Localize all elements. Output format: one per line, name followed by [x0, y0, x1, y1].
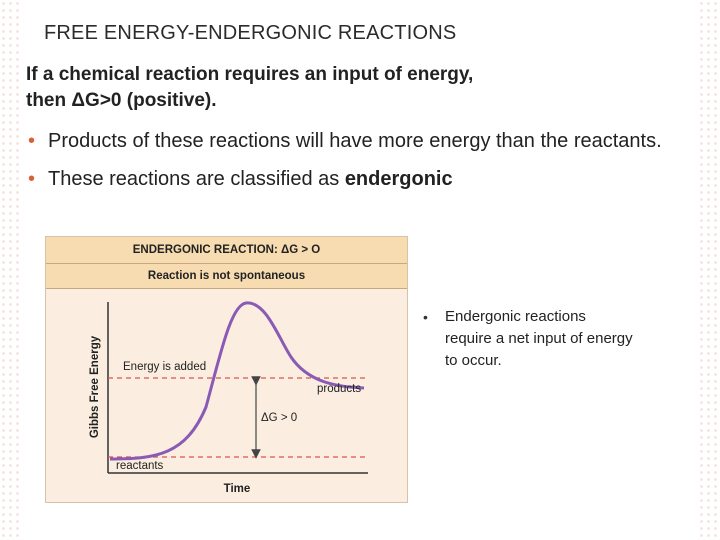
reactants-label: reactants [116, 460, 164, 472]
bullet-item: • These reactions are classified as ende… [26, 166, 666, 192]
intro-line-1: If a chemical reaction requires an input… [26, 64, 474, 85]
intro-line-2: then ΔG>0 (positive). [26, 90, 217, 111]
bullet-dot-icon: • [423, 309, 428, 325]
slide-title: FREE ENERGY-ENDERGONIC REACTIONS [44, 22, 457, 44]
energy-curve [109, 301, 365, 461]
endergonic-diagram: ENDERGONIC REACTION: ΔG > O Reaction is … [45, 236, 408, 503]
y-axis-label: Gibbs Free Energy [89, 335, 101, 438]
bullet-item: • Products of these reactions will have … [26, 128, 666, 154]
products-label: products [317, 383, 361, 395]
diagram-header: ENDERGONIC REACTION: ΔG > O [46, 237, 407, 264]
emphasis-word: endergonic [344, 168, 453, 190]
energy-diagram-svg: Gibbs Free Energy Time Energy is added p… [89, 301, 368, 495]
left-decorative-border [0, 0, 22, 540]
x-axis-label: Time [224, 483, 251, 495]
side-note-text: Endergonic reactions require a net input… [445, 308, 633, 369]
bullet-text: Products of these reactions will have mo… [48, 130, 662, 152]
right-decorative-border [698, 0, 720, 540]
diagram-subheader: Reaction is not spontaneous [46, 264, 407, 289]
intro-text: If a chemical reaction requires an input… [26, 62, 666, 114]
delta-g-label: ΔG > 0 [261, 412, 297, 424]
bullet-dot-icon: • [28, 130, 36, 152]
side-note: • Endergonic reactions require a net inp… [423, 306, 633, 372]
bullet-dot-icon: • [28, 168, 36, 190]
bullet-list: • Products of these reactions will have … [26, 128, 666, 204]
bullet-text: These reactions are classified as [48, 168, 345, 190]
energy-added-label: Energy is added [123, 361, 206, 373]
